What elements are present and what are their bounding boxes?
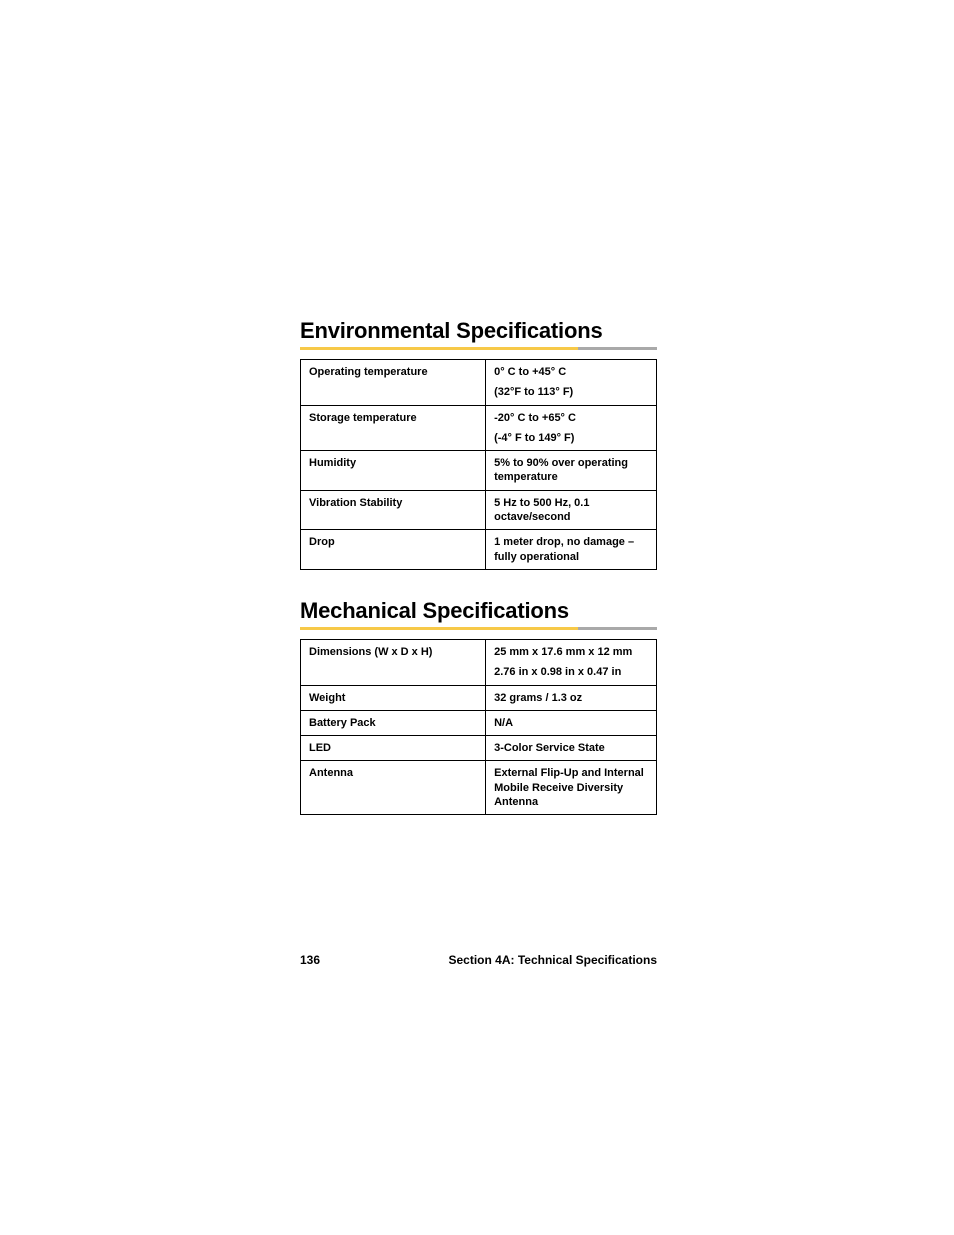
underline-primary <box>300 347 578 350</box>
table-row: AntennaExternal Flip-Up and Internal Mob… <box>301 761 657 815</box>
table-row: Dimensions (W x D x H)25 mm x 17.6 mm x … <box>301 639 657 685</box>
table-row: Humidity 5% to 90% over operating tempera… <box>301 451 657 491</box>
spec-table: Dimensions (W x D x H)25 mm x 17.6 mm x … <box>300 639 657 815</box>
table-row: Operating temperature 0° C to +45° C (32°F… <box>301 360 657 406</box>
spec-value-line: 5 Hz to 500 Hz, 0.1 octave/second <box>494 496 648 525</box>
spec-value-line: 1 meter drop, no damage – fully operatio… <box>494 535 648 564</box>
spec-label: Humidity <box>301 451 486 491</box>
spec-value: 5 Hz to 500 Hz, 0.1 octave/second <box>486 490 657 530</box>
spec-label: Operating temperature <box>301 360 486 406</box>
sections-container: Environmental Specifications Operating te… <box>300 318 657 815</box>
spec-value: 0° C to +45° C (32°F to 113° F) <box>486 360 657 406</box>
spec-value-lines: 5 Hz to 500 Hz, 0.1 octave/second <box>494 496 648 525</box>
spec-value: N/A <box>486 710 657 735</box>
spec-label: Battery Pack <box>301 710 486 735</box>
spec-value-line: 25 mm x 17.6 mm x 12 mm <box>494 645 648 659</box>
footer-section-label: Section 4A: Technical Specifications <box>449 953 658 967</box>
section-heading: Environmental Specifications <box>300 318 657 344</box>
underline-secondary <box>578 627 657 630</box>
spec-value-line: External Flip-Up and Internal Mobile Rec… <box>494 766 648 809</box>
table-row: Battery Pack N/A <box>301 710 657 735</box>
spec-value-lines: 5% to 90% over operating temperature <box>494 456 648 485</box>
spec-value-line: (-4° F to 149° F) <box>494 431 648 445</box>
spec-value: 1 meter drop, no damage – fully operatio… <box>486 530 657 570</box>
spec-table: Operating temperature 0° C to +45° C (32°F… <box>300 359 657 570</box>
spec-value-line: -20° C to +65° C <box>494 411 648 425</box>
page: Environmental Specifications Operating te… <box>0 0 954 1235</box>
underline-primary <box>300 627 578 630</box>
spec-value-line: 5% to 90% over operating temperature <box>494 456 648 485</box>
table-row: Storage temperature -20° C to +65° C (-4° … <box>301 405 657 451</box>
spec-value: 5% to 90% over operating temperature <box>486 451 657 491</box>
spec-value-line: (32°F to 113° F) <box>494 385 648 399</box>
underline-secondary <box>578 347 657 350</box>
spec-label: Antenna <box>301 761 486 815</box>
spec-value: 3-Color Service State <box>486 736 657 761</box>
spec-label: LED <box>301 736 486 761</box>
spec-value-line: 2.76 in x 0.98 in x 0.47 in <box>494 665 648 679</box>
spec-value-lines: 25 mm x 17.6 mm x 12 mm 2.76 in x 0.98 in… <box>494 645 648 680</box>
page-footer: 136 Section 4A: Technical Specifications <box>300 953 657 967</box>
table-row: Weight 32 grams / 1.3 oz <box>301 685 657 710</box>
spec-value-line: 3-Color Service State <box>494 741 648 755</box>
spec-value: 25 mm x 17.6 mm x 12 mm 2.76 in x 0.98 in… <box>486 639 657 685</box>
table-row: Vibration Stability 5 Hz to 500 Hz, 0.1 o… <box>301 490 657 530</box>
section-heading: Mechanical Specifications <box>300 598 657 624</box>
spec-value-lines: N/A <box>494 716 648 730</box>
section-block: Mechanical Specifications Dimensions (W x… <box>300 598 657 815</box>
spec-value-line: 32 grams / 1.3 oz <box>494 691 648 705</box>
spec-value-lines: 0° C to +45° C (32°F to 113° F) <box>494 365 648 400</box>
heading-underline <box>300 347 657 350</box>
spec-value-lines: 32 grams / 1.3 oz <box>494 691 648 705</box>
spec-value-line: 0° C to +45° C <box>494 365 648 379</box>
heading-underline <box>300 627 657 630</box>
spec-label: Vibration Stability <box>301 490 486 530</box>
spec-value: -20° C to +65° C (-4° F to 149° F) <box>486 405 657 451</box>
spec-value: External Flip-Up and Internal Mobile Rec… <box>486 761 657 815</box>
spec-value-lines: 3-Color Service State <box>494 741 648 755</box>
spec-value-lines: -20° C to +65° C (-4° F to 149° F) <box>494 411 648 446</box>
spec-value-lines: 1 meter drop, no damage – fully operatio… <box>494 535 648 564</box>
page-number: 136 <box>300 953 320 967</box>
table-row: LED 3-Color Service State <box>301 736 657 761</box>
spec-value-line: N/A <box>494 716 648 730</box>
spec-label: Storage temperature <box>301 405 486 451</box>
spec-label: Dimensions (W x D x H) <box>301 639 486 685</box>
spec-value-lines: External Flip-Up and Internal Mobile Rec… <box>494 766 648 809</box>
spec-label: Drop <box>301 530 486 570</box>
spec-value: 32 grams / 1.3 oz <box>486 685 657 710</box>
spec-label: Weight <box>301 685 486 710</box>
section-block: Environmental Specifications Operating te… <box>300 318 657 570</box>
table-row: Drop 1 meter drop, no damage – fully oper… <box>301 530 657 570</box>
